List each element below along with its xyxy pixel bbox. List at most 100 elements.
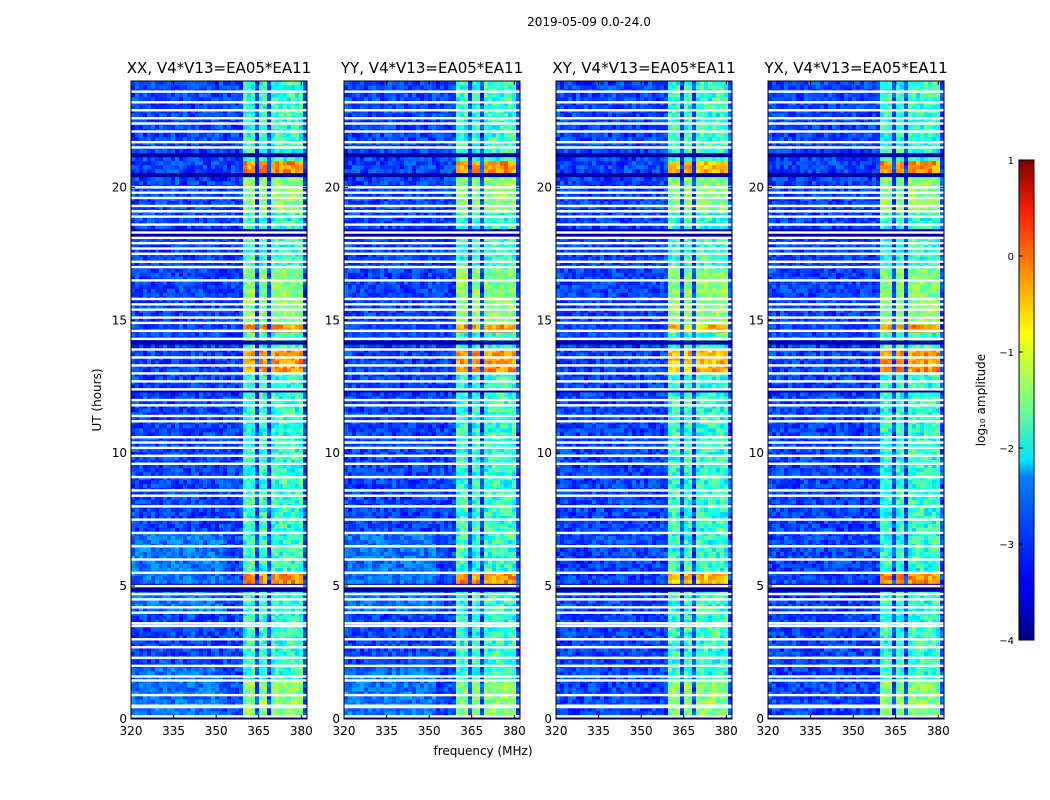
heatmap-cell: [175, 615, 179, 619]
heatmap-cell: [159, 575, 163, 579]
heatmap-cell: [139, 659, 143, 663]
heatmap-cell: [279, 567, 283, 571]
heatmap-cell: [131, 627, 135, 631]
heatmap-cell: [151, 651, 155, 655]
heatmap-cell: [159, 579, 163, 583]
heatmap-cell: [259, 711, 263, 715]
heatmap-cell: [131, 575, 135, 579]
heatmap-cell: [139, 671, 143, 675]
heatmap-cell: [167, 671, 171, 675]
heatmap-cell: [279, 631, 283, 635]
heatmap-cell: [179, 671, 183, 675]
heatmap-cell: [159, 711, 163, 715]
heatmap-cell: [195, 627, 199, 631]
heatmap-cell: [219, 615, 223, 619]
heatmap-cell: [251, 651, 255, 655]
heatmap-cell: [139, 651, 143, 655]
heatmap-cell: [259, 699, 263, 703]
heatmap-cell: [263, 563, 267, 567]
heatmap-cell: [279, 563, 283, 567]
heatmap-cell: [215, 651, 219, 655]
heatmap-cell: [171, 671, 175, 675]
heatmap-cell: [207, 631, 211, 635]
heatmap-cell: [275, 711, 279, 715]
heatmap-cell: [183, 671, 187, 675]
heatmap-cell: [275, 563, 279, 567]
heatmap-cell: [239, 627, 243, 631]
heatmap-cell: [155, 579, 159, 583]
heatmap-cell: [179, 699, 183, 703]
heatmap-cell: [299, 671, 303, 675]
heatmap-cell: [231, 563, 235, 567]
heatmap-cell: [155, 683, 159, 687]
heatmap-cell: [227, 631, 231, 635]
heatmap-cell: [231, 587, 235, 591]
heatmap-cell: [283, 587, 287, 591]
heatmap-cell: [219, 567, 223, 571]
heatmap-cell: [215, 615, 219, 619]
heatmap-cell: [151, 667, 155, 671]
heatmap-cell: [287, 659, 291, 663]
heatmap-cell: [271, 579, 275, 583]
heatmap-cell: [227, 651, 231, 655]
heatmap-cell: [275, 699, 279, 703]
heatmap-cell: [143, 667, 147, 671]
heatmap-cell: [243, 651, 247, 655]
heatmap-cell: [175, 687, 179, 691]
heatmap-cell: [275, 671, 279, 675]
heatmap-cell: [227, 627, 231, 631]
heatmap-cell: [287, 651, 291, 655]
heatmap-cell: [287, 671, 291, 675]
heatmap-cell: [191, 631, 195, 635]
heatmap-cell: [179, 567, 183, 571]
heatmap-cell: [287, 579, 291, 583]
figure-title: 2019-05-09 0.0-24.0: [527, 15, 651, 29]
heatmap-cell: [199, 651, 203, 655]
heatmap-cell: [219, 579, 223, 583]
heatmap-cell: [255, 659, 259, 663]
heatmap-cell: [195, 683, 199, 687]
heatmap-cell: [263, 587, 267, 591]
heatmap-cell: [211, 579, 215, 583]
heatmap-cell: [163, 631, 167, 635]
heatmap-cell: [231, 659, 235, 663]
heatmap-cell: [243, 631, 247, 635]
heatmap-cell: [143, 567, 147, 571]
heatmap-cell: [159, 587, 163, 591]
heatmap-cell: [191, 671, 195, 675]
heatmap-cell: [167, 651, 171, 655]
heatmap-cell: [267, 687, 271, 691]
heatmap-cell: [283, 627, 287, 631]
heatmap-cell: [263, 651, 267, 655]
heatmap-cell: [251, 631, 255, 635]
heatmap-cell: [143, 627, 147, 631]
heatmap-cell: [203, 627, 207, 631]
heatmap-cell: [211, 627, 215, 631]
heatmap-cell: [215, 659, 219, 663]
heatmap-cell: [155, 687, 159, 691]
heatmap-cell: [287, 631, 291, 635]
heatmap-cell: [151, 587, 155, 591]
heatmap-cell: [271, 699, 275, 703]
heatmap-cell: [275, 575, 279, 579]
heatmap-cell: [215, 575, 219, 579]
heatmap-cell: [207, 683, 211, 687]
heatmap-cell: [227, 579, 231, 583]
heatmap-cell: [247, 563, 251, 567]
heatmap-cell: [227, 659, 231, 663]
heatmap-cell: [135, 563, 139, 567]
heatmap-cell: [243, 667, 247, 671]
heatmap-cell: [279, 699, 283, 703]
heatmap-cell: [199, 631, 203, 635]
heatmap-cell: [291, 567, 295, 571]
heatmap-cell: [155, 615, 159, 619]
heatmap-cell: [135, 671, 139, 675]
heatmap-cell: [167, 627, 171, 631]
heatmap-cell: [267, 659, 271, 663]
heatmap-cell: [251, 711, 255, 715]
heatmap-cell: [239, 579, 243, 583]
heatmap-cell: [211, 651, 215, 655]
heatmap-cell: [207, 587, 211, 591]
heatmap-cell: [183, 651, 187, 655]
heatmap-cell: [155, 671, 159, 675]
